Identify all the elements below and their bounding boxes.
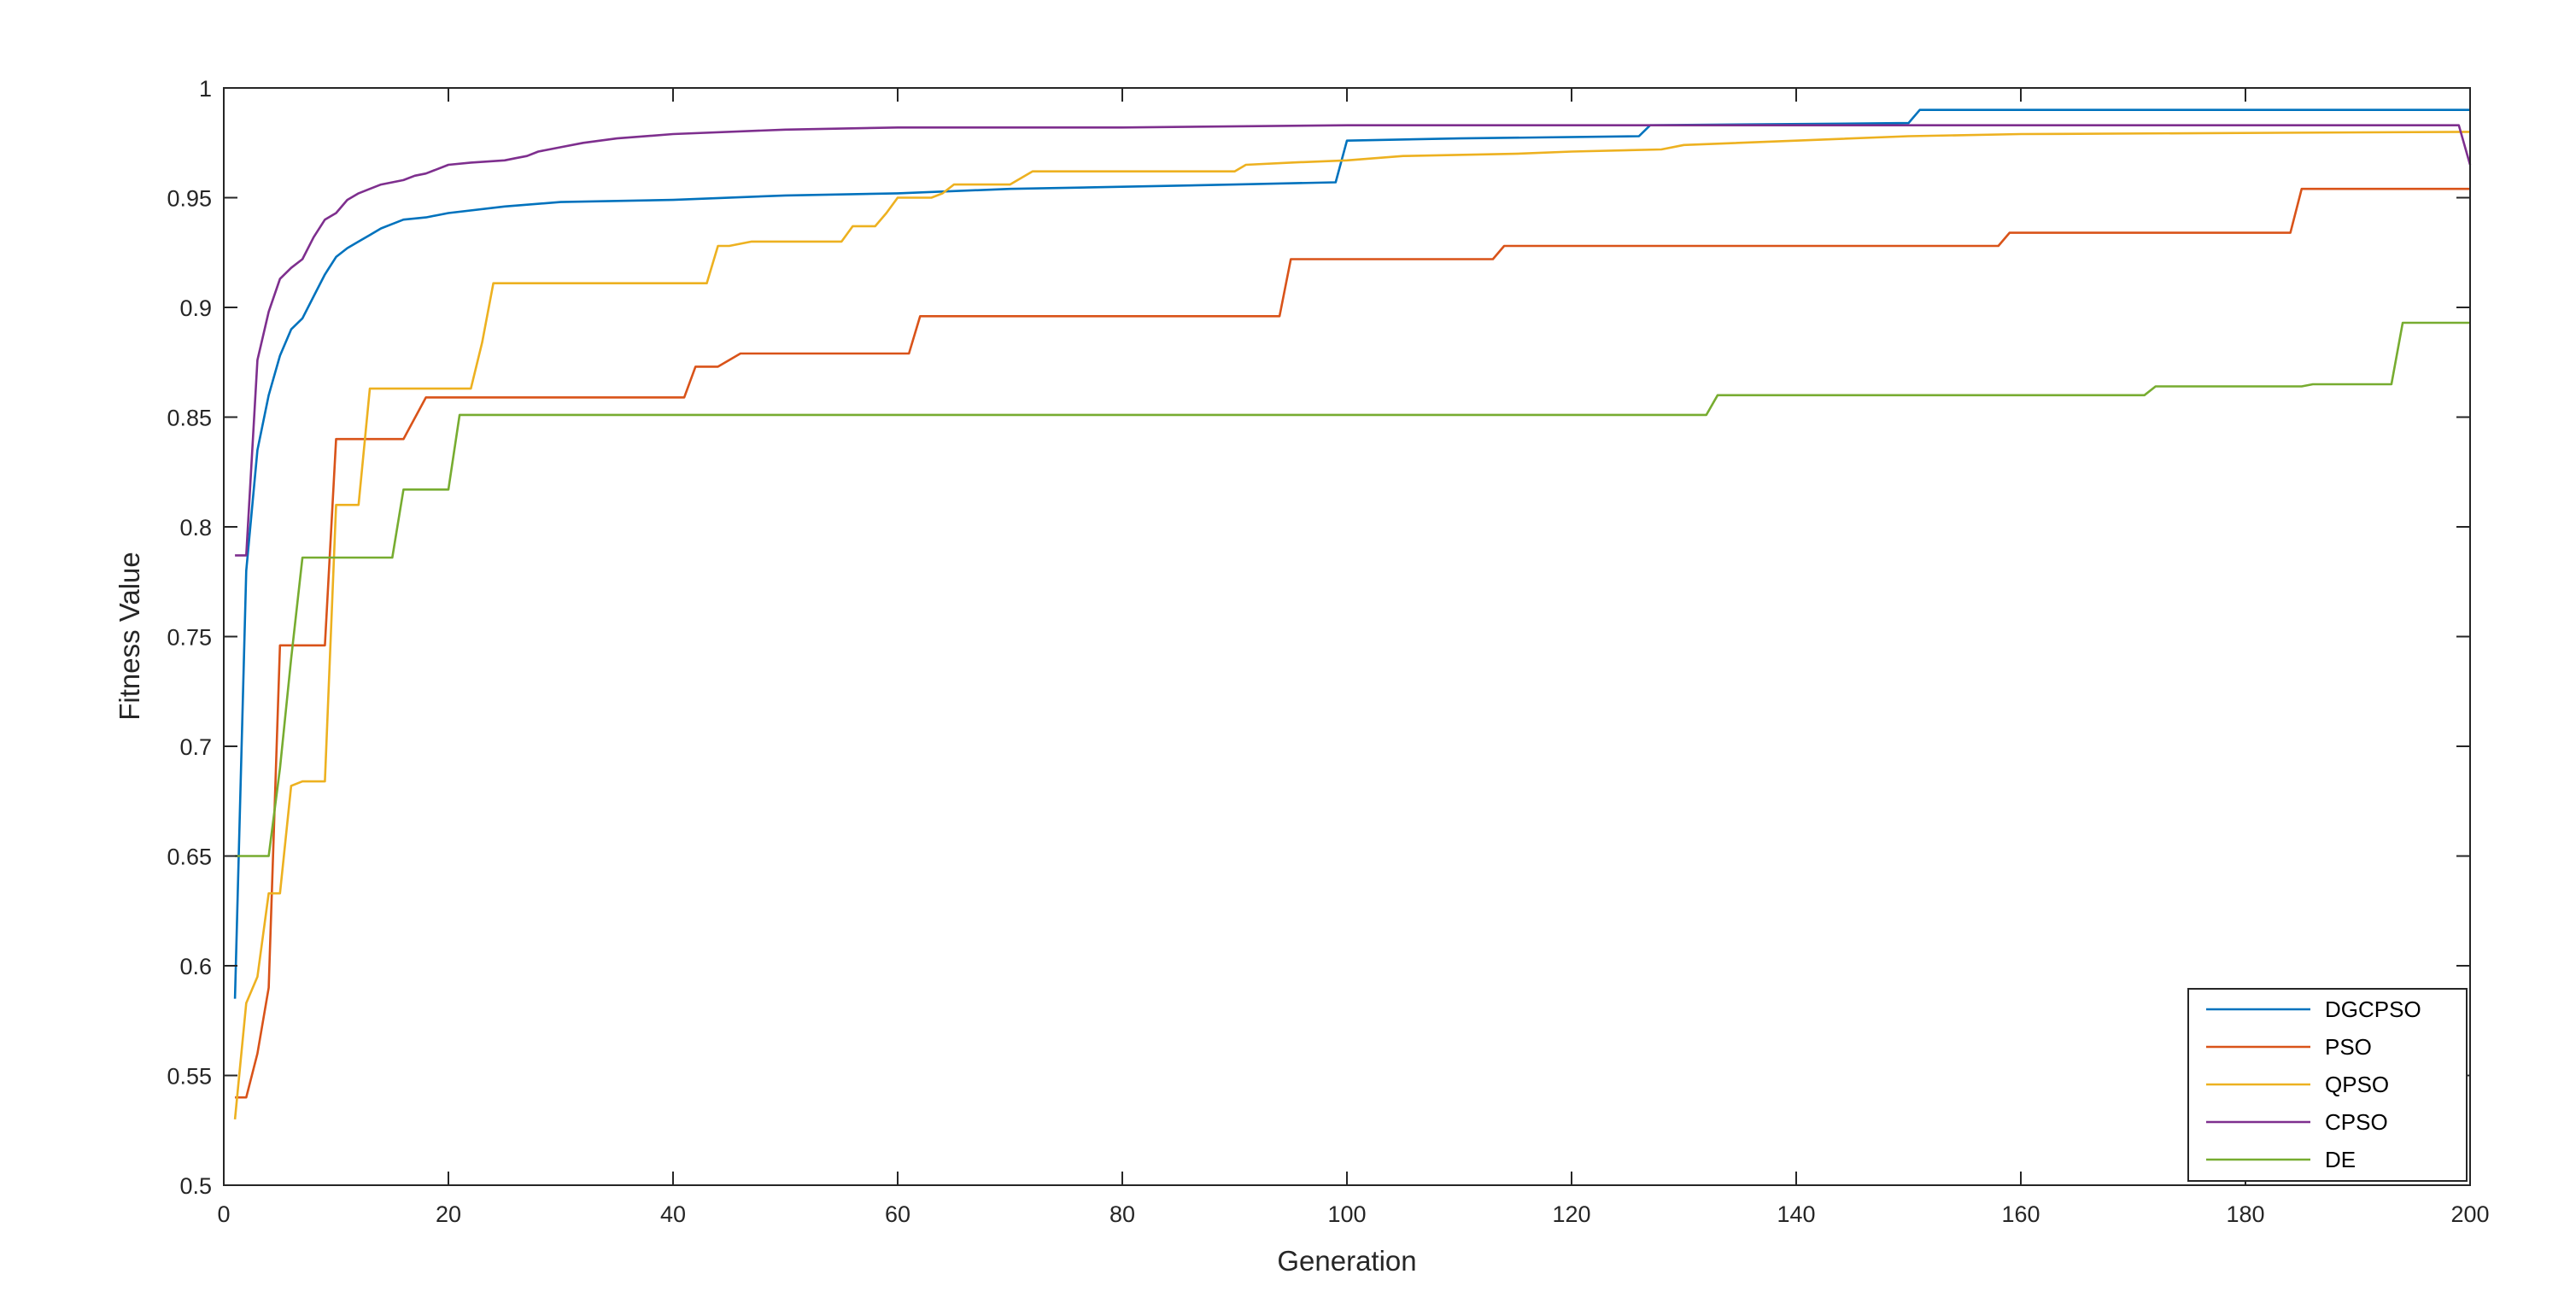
y-tick-label: 0.55 [167,1064,212,1090]
x-tick-label: 160 [2001,1201,2040,1227]
y-tick-label: 0.7 [179,734,212,760]
y-tick-label: 0.9 [179,295,212,321]
x-tick-label: 200 [2450,1201,2489,1227]
x-tick-label: 120 [1552,1201,1590,1227]
y-tick-label: 0.65 [167,845,212,870]
legend-label-dgcpso: DGCPSO [2325,996,2421,1022]
y-tick-label: 0.85 [167,406,212,431]
series-line-dgcpso [233,108,2470,999]
x-tick-label: 20 [436,1201,461,1227]
x-axis-ticks: 0 20 40 60 80 100 120 140 160 180 200 [217,88,2490,1227]
y-tick-label: 0.95 [167,186,212,212]
x-axis-label: Generation [1277,1245,1416,1277]
legend: DGCPSO PSO QPSO CPSO DE [2187,988,2468,1182]
series-line-qpso [233,131,2471,1120]
x-tick-label: 0 [217,1201,230,1227]
series-layer [233,108,2472,1120]
y-tick-label: 0.8 [179,515,212,541]
legend-label-qpso: QPSO [2325,1072,2389,1097]
legend-label-pso: PSO [2325,1034,2372,1060]
x-tick-label: 100 [1327,1201,1366,1227]
plot-area [224,88,2470,1185]
y-axis-ticks: 0.5 0.55 0.6 0.65 0.7 0.75 0.8 0.85 0.9 0.95 1 [167,76,2470,1199]
y-tick-label: 0.6 [179,954,212,979]
series-line-cpso [235,124,2472,557]
legend-label-cpso: CPSO [2325,1109,2388,1135]
y-tick-label: 0.5 [179,1173,212,1199]
x-tick-label: 80 [1109,1201,1135,1227]
x-tick-label: 140 [1777,1201,1815,1227]
y-axis-label: Fitness Value [114,552,145,720]
x-tick-label: 60 [885,1201,910,1227]
y-tick-label: 0.75 [167,625,212,651]
x-tick-label: 180 [2226,1201,2264,1227]
series-line-pso [235,187,2470,1099]
series-line-de [235,321,2470,857]
y-tick-label: 1 [199,76,212,102]
legend-label-de: DE [2325,1147,2356,1172]
x-tick-label: 40 [660,1201,686,1227]
